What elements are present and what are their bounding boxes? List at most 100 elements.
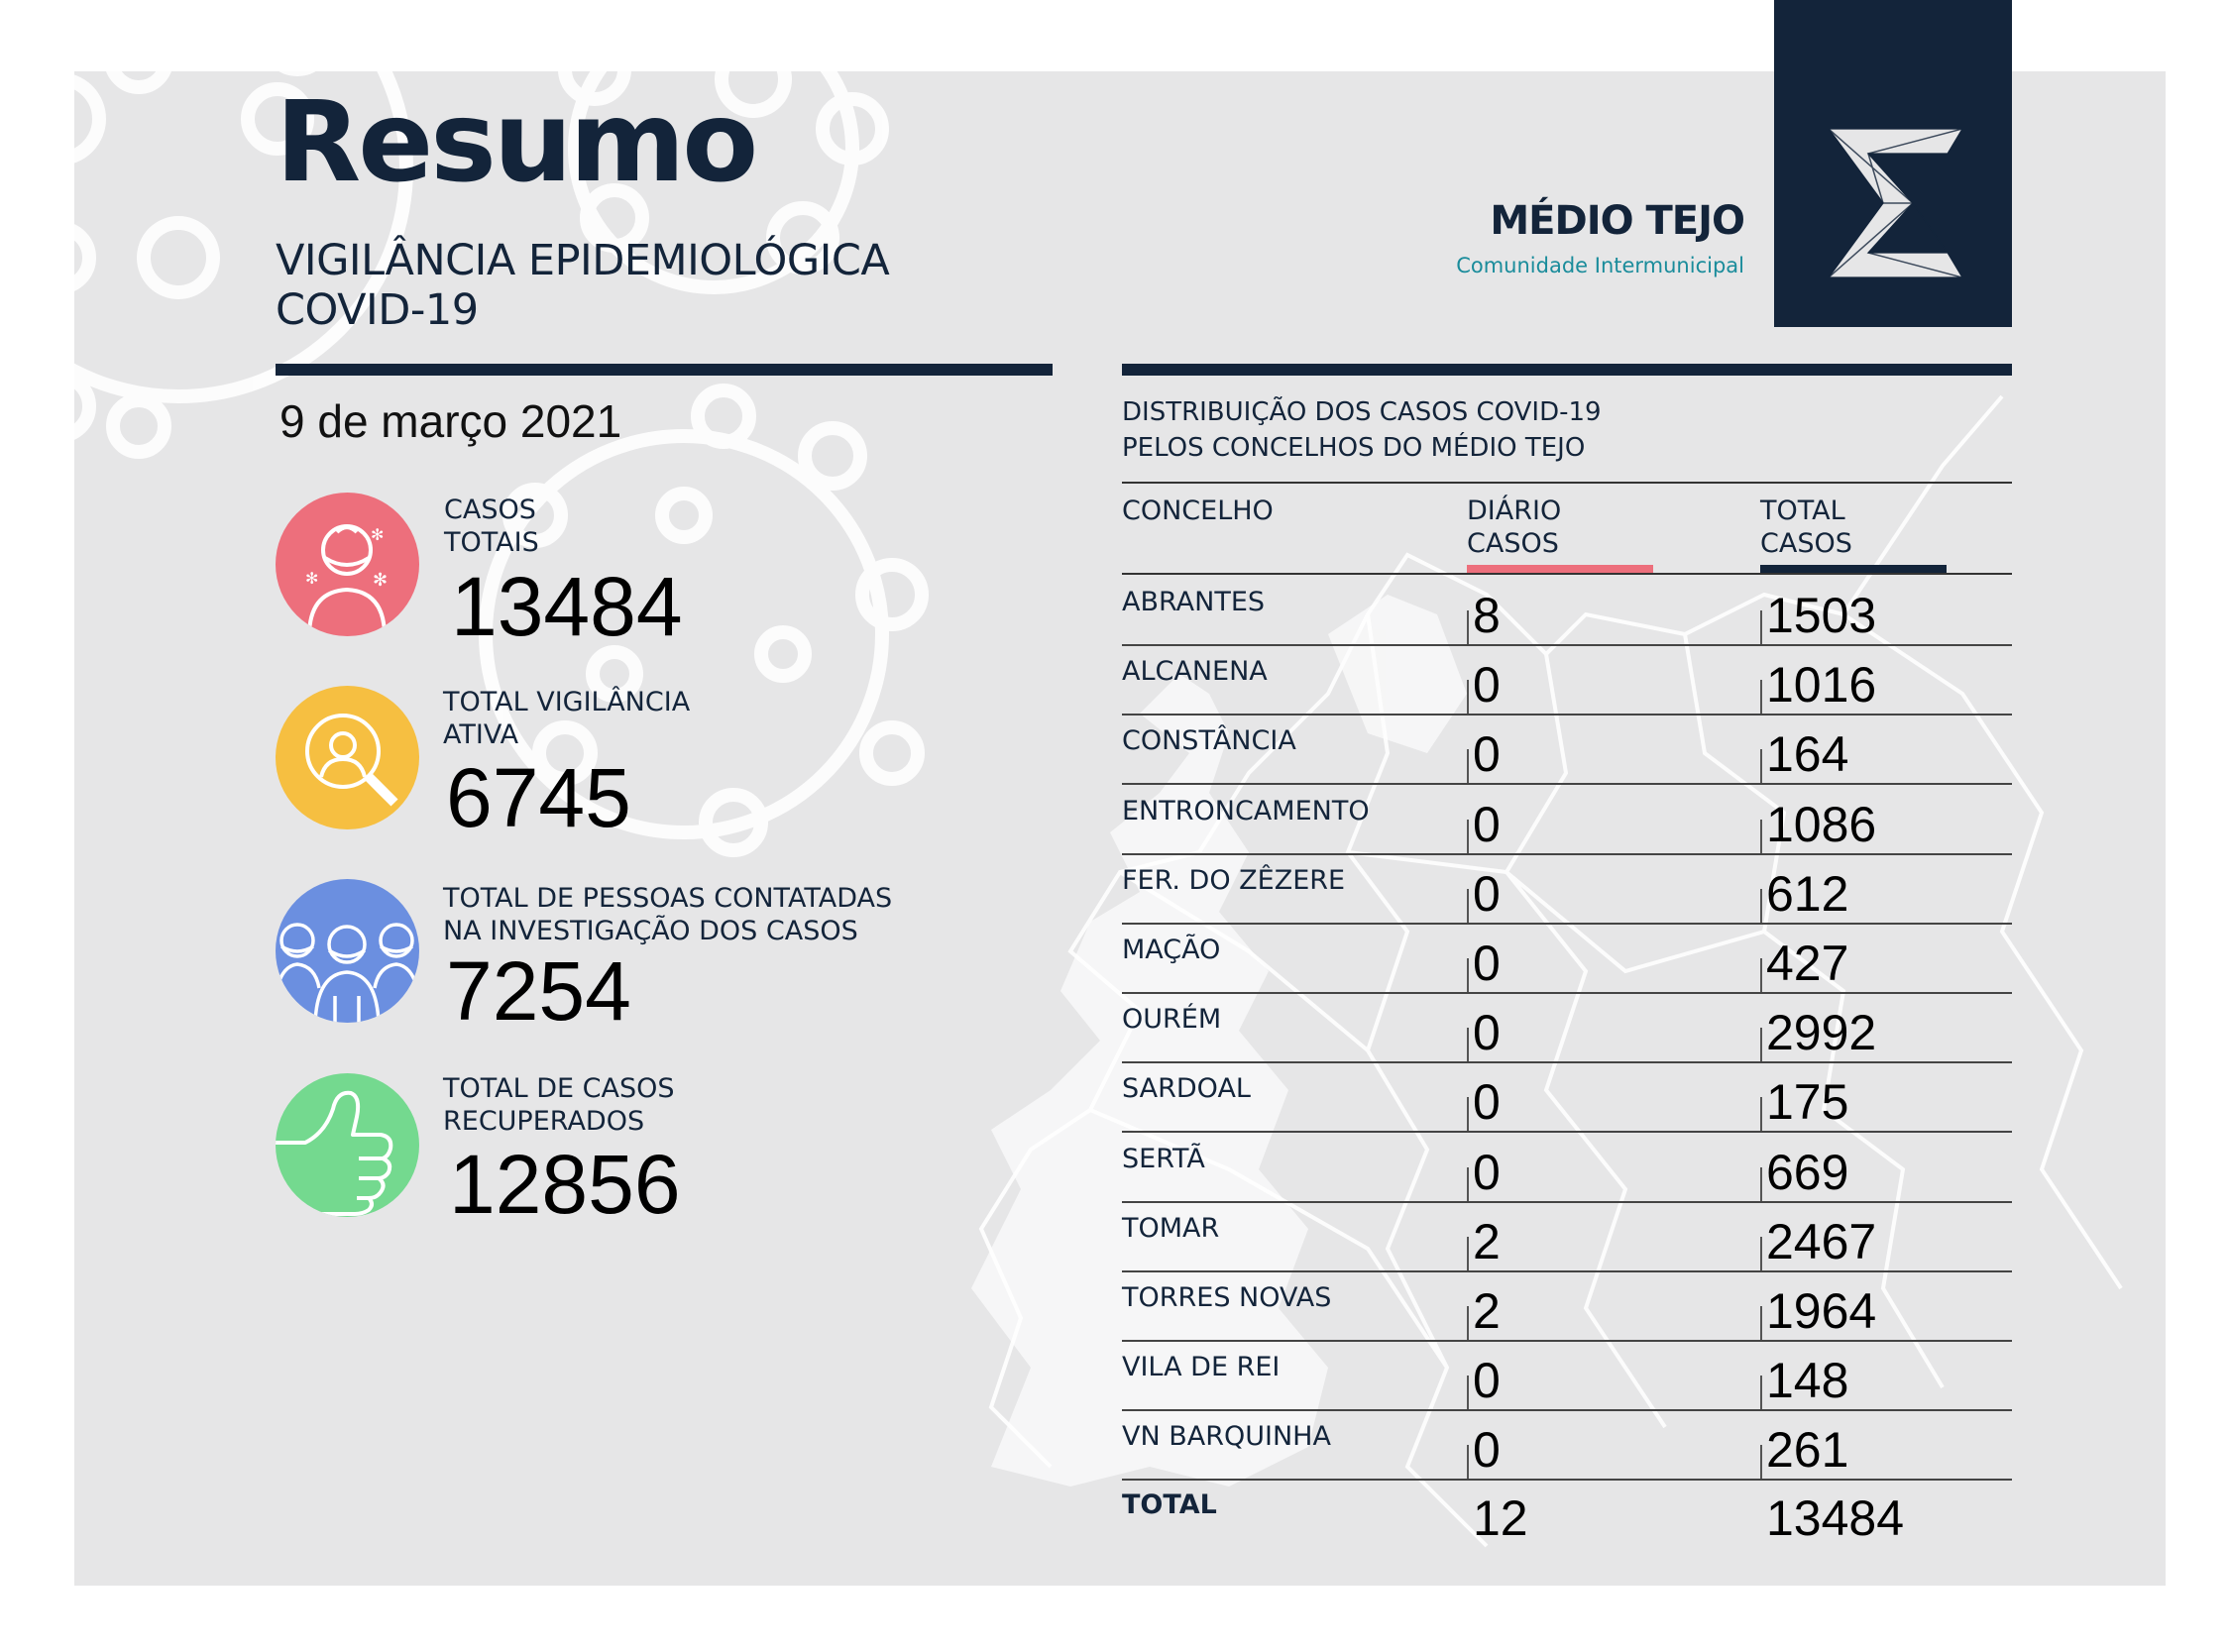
medio-tejo-logo-icon — [1829, 129, 1962, 277]
table-total-row: TOTAL 12 13484 — [1122, 1480, 2012, 1549]
table-title-line-2: PELOS CONCELHOS DO MÉDIO TEJO — [1122, 433, 1586, 463]
concelho-name: OURÉM — [1122, 1004, 1222, 1036]
table-row: ENTRONCAMENTO 0 1086 — [1122, 786, 2012, 855]
daily-cases: 0 — [1473, 657, 1501, 714]
daily-cases: 2 — [1473, 1283, 1501, 1339]
column-header-daily: DIÁRIO CASOS — [1467, 495, 1561, 560]
cell-divider — [1467, 610, 1469, 644]
logo-panel — [1774, 0, 2012, 327]
cell-divider — [1760, 1097, 1762, 1132]
table-row: MAÇÃO 0 427 — [1122, 925, 2012, 994]
concelho-name: ABRANTES — [1122, 587, 1266, 617]
daily-column-accent-bar — [1467, 565, 1653, 573]
daily-cases: 0 — [1473, 1005, 1501, 1061]
stat-label-line-1: TOTAL DE CASOS — [443, 1073, 675, 1104]
cell-divider — [1467, 1028, 1469, 1062]
stat-value-active-surveillance: 6745 — [446, 751, 631, 844]
stat-value-recovered: 12856 — [449, 1138, 681, 1231]
total-total-cases: 13484 — [1766, 1489, 1905, 1546]
total-column-accent-bar — [1760, 565, 1947, 573]
report-date: 9 de março 2021 — [279, 395, 622, 447]
daily-cases: 0 — [1473, 1353, 1501, 1409]
stat-value-total-cases: 13484 — [451, 560, 683, 653]
total-cases: 2467 — [1766, 1213, 1877, 1269]
thumbs-up-icon — [276, 1073, 419, 1217]
table-row: OURÉM 0 2992 — [1122, 994, 2012, 1064]
stat-label-line-1: TOTAL VIGILÂNCIA — [443, 687, 691, 717]
daily-cases: 8 — [1473, 588, 1501, 643]
concelho-name: ENTRONCAMENTO — [1122, 795, 1370, 826]
concelho-name: ALCANENA — [1122, 656, 1268, 688]
daily-cases: 2 — [1473, 1213, 1501, 1269]
row-rule — [1122, 852, 2012, 855]
row-rule — [1122, 783, 2012, 786]
total-cases: 669 — [1766, 1144, 1849, 1200]
concelho-name: CONSTÂNCIA — [1122, 725, 1296, 757]
row-rule — [1122, 1269, 2012, 1272]
column-header-concelho: CONCELHO — [1122, 496, 1274, 526]
table-row: TOMAR 2 2467 — [1122, 1203, 2012, 1272]
total-daily-cases: 12 — [1473, 1489, 1528, 1546]
subtitle-line-2: COVID-19 — [276, 285, 479, 335]
divider-right — [1122, 364, 2012, 376]
concelho-name: SERTÃ — [1122, 1143, 1205, 1174]
cell-divider — [1760, 888, 1762, 923]
cell-divider — [1467, 680, 1469, 715]
cell-divider — [1760, 1028, 1762, 1062]
daily-cases: 0 — [1473, 1074, 1501, 1131]
daily-cases: 0 — [1473, 796, 1501, 852]
cell-divider — [1467, 1166, 1469, 1201]
column-header-daily-line-1: DIÁRIO — [1467, 496, 1562, 526]
total-cases: 427 — [1766, 936, 1849, 991]
table-row: SERTÃ 0 669 — [1122, 1134, 2012, 1203]
total-cases: 164 — [1766, 726, 1849, 783]
table-row: SARDOAL 0 175 — [1122, 1063, 2012, 1134]
concelho-name: VILA DE REI — [1122, 1352, 1281, 1383]
cell-divider — [1467, 1306, 1469, 1340]
table-header-rule — [1122, 573, 2012, 575]
daily-cases: 0 — [1473, 1144, 1501, 1200]
page-title: Resumo — [276, 78, 758, 207]
stat-label-line-1: TOTAL DE PESSOAS CONTATADAS — [443, 883, 893, 914]
daily-cases: 0 — [1473, 936, 1501, 991]
row-rule — [1122, 1409, 2012, 1412]
concelho-name: TOMAR — [1122, 1212, 1220, 1244]
cell-divider — [1760, 1236, 1762, 1270]
table-top-rule — [1122, 482, 2012, 484]
total-cases: 261 — [1766, 1422, 1849, 1479]
row-rule — [1122, 1479, 2012, 1482]
total-cases: 148 — [1766, 1353, 1849, 1409]
row-rule — [1122, 992, 2012, 994]
cell-divider — [1467, 749, 1469, 784]
cell-divider — [1467, 1097, 1469, 1132]
divider-left — [276, 364, 1053, 376]
column-header-total-line-2: CASOS — [1760, 528, 1852, 559]
total-cases: 2992 — [1766, 1005, 1877, 1061]
total-cases: 1016 — [1766, 657, 1877, 714]
cell-divider — [1467, 1445, 1469, 1480]
row-rule — [1122, 1061, 2012, 1064]
cell-divider — [1760, 680, 1762, 715]
cell-divider — [1760, 819, 1762, 853]
svg-text:✻: ✻ — [305, 569, 318, 588]
concelho-name: FER. DO ZÊZERE — [1122, 864, 1346, 896]
svg-text:✻: ✻ — [371, 525, 384, 544]
concelho-name: SARDOAL — [1122, 1073, 1251, 1105]
total-cases: 612 — [1766, 865, 1849, 922]
stat-label-contacted-people: TOTAL DE PESSOAS CONTATADAS NA INVESTIGA… — [443, 882, 958, 947]
group-masked-icon — [276, 879, 419, 1023]
table-row: TORRES NOVAS 2 1964 — [1122, 1272, 2012, 1342]
brand-tagline: Comunidade Intermunicipal — [1456, 254, 1744, 277]
total-cases: 1086 — [1766, 796, 1877, 852]
cell-divider — [1467, 819, 1469, 853]
cell-divider — [1467, 1376, 1469, 1410]
total-cases: 175 — [1766, 1074, 1849, 1131]
magnifier-person-icon — [276, 686, 419, 829]
cell-divider — [1760, 1306, 1762, 1340]
svg-text:✻: ✻ — [373, 570, 388, 591]
daily-cases: 0 — [1473, 865, 1501, 922]
row-rule — [1122, 714, 2012, 716]
brand-name: MÉDIO TEJO — [1490, 198, 1745, 244]
table-row: ALCANENA 0 1016 — [1122, 646, 2012, 716]
stat-label-total-cases: CASOS TOTAIS — [444, 494, 959, 559]
